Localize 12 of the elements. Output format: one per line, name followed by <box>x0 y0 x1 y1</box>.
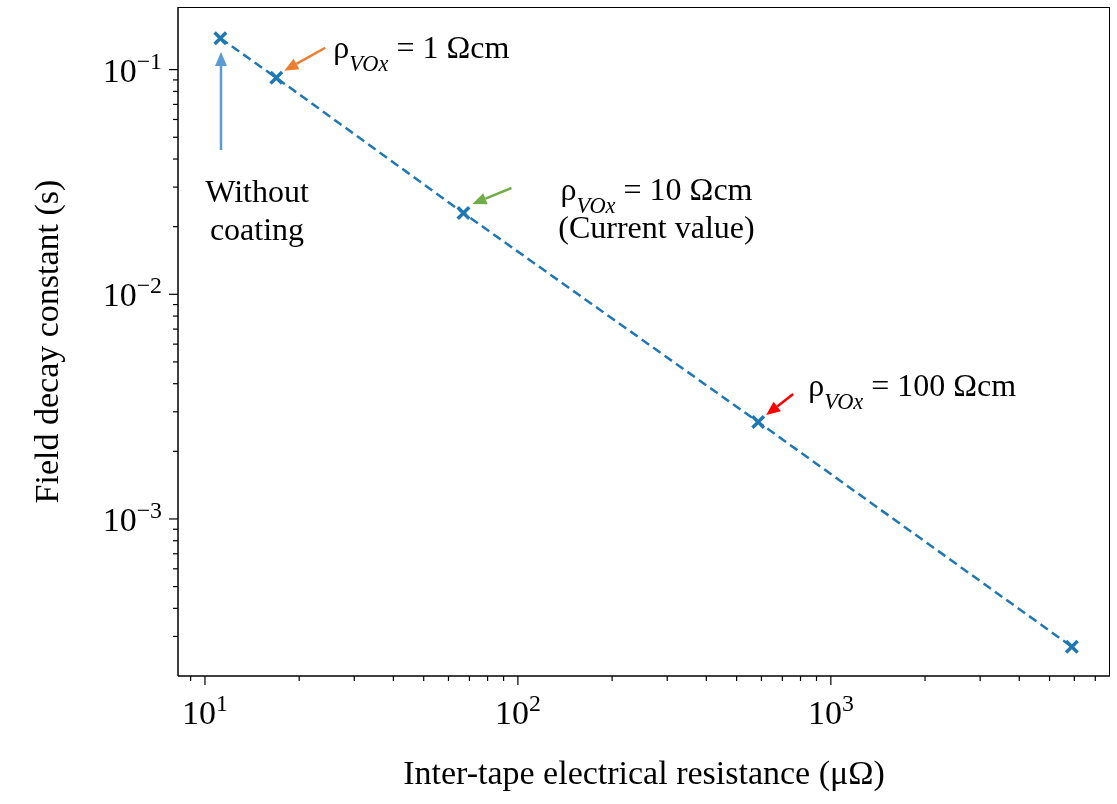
x-tick-label: 10$^{2}$ <box>494 690 541 731</box>
x-tick-label: 10$^{1}$ <box>182 690 228 731</box>
annotation: ρ$_{VOx}$ = 100 Ωcm <box>808 367 1017 414</box>
y-tick-label: 10$^{−3}$ <box>102 496 162 538</box>
annotation: ρ$_{VOx}$ = 10 Ωcm (Current value) <box>558 171 755 246</box>
y-tick-label: 10$^{−2}$ <box>102 272 162 314</box>
y-tick-label: 10$^{−1}$ <box>102 47 162 89</box>
annotation: ρ$_{VOx}$ = 1 Ωcm <box>333 28 510 76</box>
annotation: Without coating <box>205 173 309 247</box>
x-axis-title: Inter-tape electrical resistance (μΩ) <box>403 754 885 792</box>
y-axis-title: Field decay constant (s) <box>27 179 66 504</box>
x-tick-label: 10$^{3}$ <box>807 690 854 731</box>
